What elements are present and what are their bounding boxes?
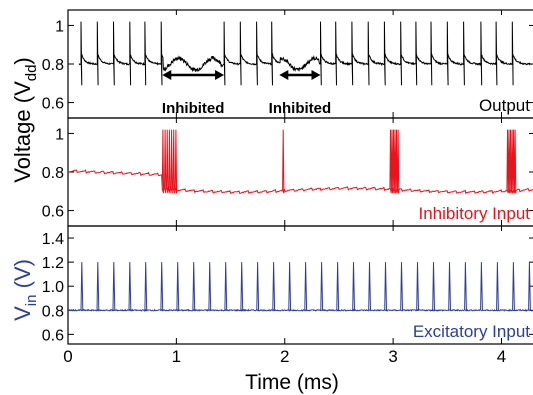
- traces: [67, 21, 533, 313]
- x-tick-label: 2: [280, 347, 289, 366]
- voltage-axis-label-sub: dd: [23, 65, 40, 82]
- voltage-axis-label-close: ): [10, 57, 35, 64]
- y-tick-label: 0.6: [42, 96, 64, 113]
- inhibited-arrow-head-right: [215, 70, 225, 80]
- axis-ticks: 0.6 0.8 1 0.6 0.8 1 0.6 0.8 1.0 1.2 1.4 0 1 2 3 4: [42, 10, 533, 366]
- excitatory-panel-frame: [67, 225, 533, 345]
- y-tick-label: 0.8: [42, 303, 64, 320]
- y-tick-label: 1.0: [42, 279, 64, 296]
- y-tick-label: 0.8: [42, 165, 64, 182]
- inhibited-arrow-head-right: [311, 70, 321, 80]
- excitatory-legend-label: Excitatory Input: [413, 322, 530, 341]
- x-tick-label: 0: [63, 347, 72, 366]
- voltage-axis-label: Voltage (Vdd): [10, 57, 40, 183]
- inhibitory-trace: [67, 129, 533, 195]
- y-tick-label: 1.2: [42, 255, 64, 272]
- vin-axis-label-main: V: [10, 306, 35, 321]
- inhibited-arrow-head-left: [162, 70, 172, 80]
- excitatory-trace: [67, 262, 533, 313]
- y-tick-label: 1.4: [42, 231, 64, 248]
- y-tick-label: 1: [55, 18, 64, 35]
- vin-axis-label-rest: (V): [10, 259, 35, 294]
- y-tick-label: 0.6: [42, 327, 64, 344]
- voltage-axis-label-main: Voltage (V: [10, 81, 35, 183]
- x-tick-label: 4: [497, 347, 506, 366]
- x-tick-label: 3: [388, 347, 397, 366]
- inhibited-label: Inhibited: [269, 100, 332, 117]
- output-legend-label: Output: [479, 96, 530, 115]
- vin-axis-label-sub: in: [23, 295, 40, 307]
- inhibited-label: Inhibited: [162, 100, 225, 117]
- x-axis-label: Time (ms): [245, 371, 339, 394]
- annotations: Inhibited Inhibited: [162, 70, 331, 117]
- y-tick-label: 0.6: [42, 204, 64, 221]
- vin-axis-label: Vin (V): [10, 259, 40, 321]
- inhibited-arrow-head-left: [279, 70, 289, 80]
- output-trace: [78, 21, 533, 86]
- inhibitory-legend-label: Inhibitory Input: [418, 204, 530, 223]
- x-tick-label: 1: [172, 347, 181, 366]
- y-tick-label: 0.8: [42, 57, 64, 74]
- y-tick-label: 1: [55, 126, 64, 143]
